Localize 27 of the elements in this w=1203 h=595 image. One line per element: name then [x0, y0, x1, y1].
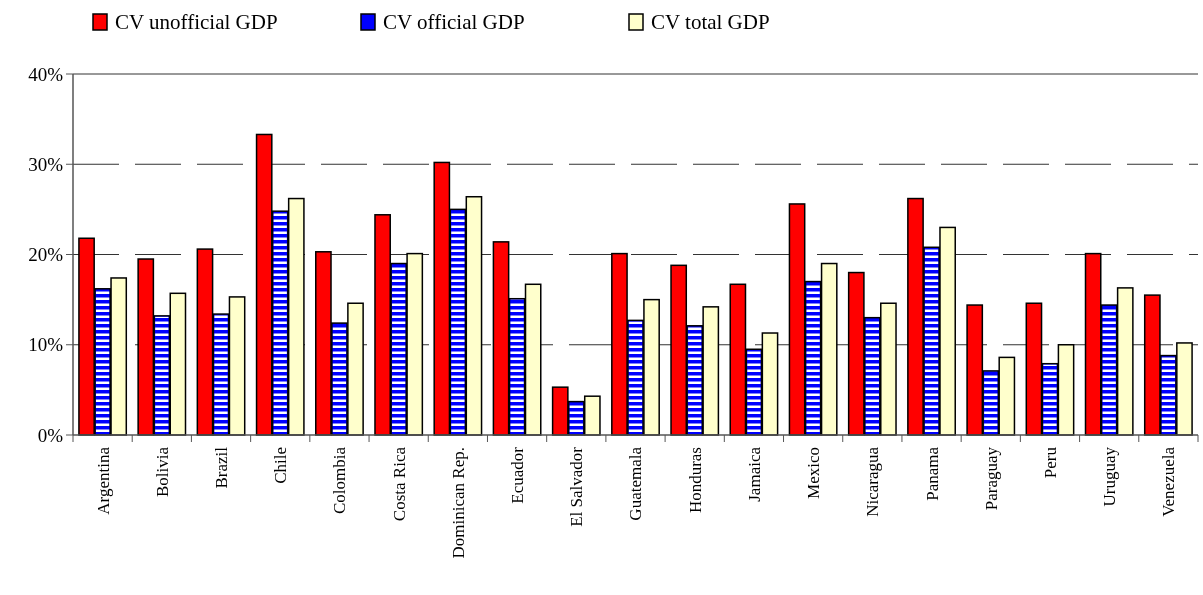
x-tick-label: Peru: [1040, 446, 1060, 479]
x-tick-label: Colombia: [330, 446, 350, 515]
y-tick-label: 0%: [37, 424, 64, 446]
x-tick-label: Venezuela: [1159, 446, 1179, 517]
y-tick-label: 30%: [28, 153, 64, 175]
x-tick-label: Jamaica: [744, 446, 764, 502]
x-tick-label: Argentina: [93, 446, 113, 515]
x-tick-label: Mexico: [804, 447, 824, 499]
x-tick-label: Dominican Rep.: [448, 447, 468, 559]
legend-label: CV total GDP: [651, 10, 770, 35]
x-tick-label: Brazil: [211, 446, 231, 489]
legend-label: CV official GDP: [383, 10, 525, 35]
x-tick-label: Bolivia: [152, 446, 172, 498]
x-tick-label: Nicaragua: [863, 446, 883, 517]
x-tick-label: Costa Rica: [389, 446, 409, 522]
x-tick-label: Panama: [922, 446, 942, 501]
x-tick-label: Honduras: [685, 447, 705, 514]
x-tick-label: Uruguay: [1100, 446, 1120, 507]
legend-label: CV unofficial GDP: [115, 10, 278, 35]
y-tick-label: 20%: [28, 244, 64, 266]
x-tick-label: Paraguay: [981, 446, 1001, 511]
y-tick-label: 40%: [28, 63, 64, 85]
x-tick-label: Ecuador: [508, 446, 528, 504]
x-tick-label: El Salvador: [567, 446, 587, 527]
x-tick-label: Guatemala: [626, 446, 646, 521]
y-tick-label: 10%: [28, 334, 64, 356]
x-tick-label: Chile: [271, 447, 291, 484]
